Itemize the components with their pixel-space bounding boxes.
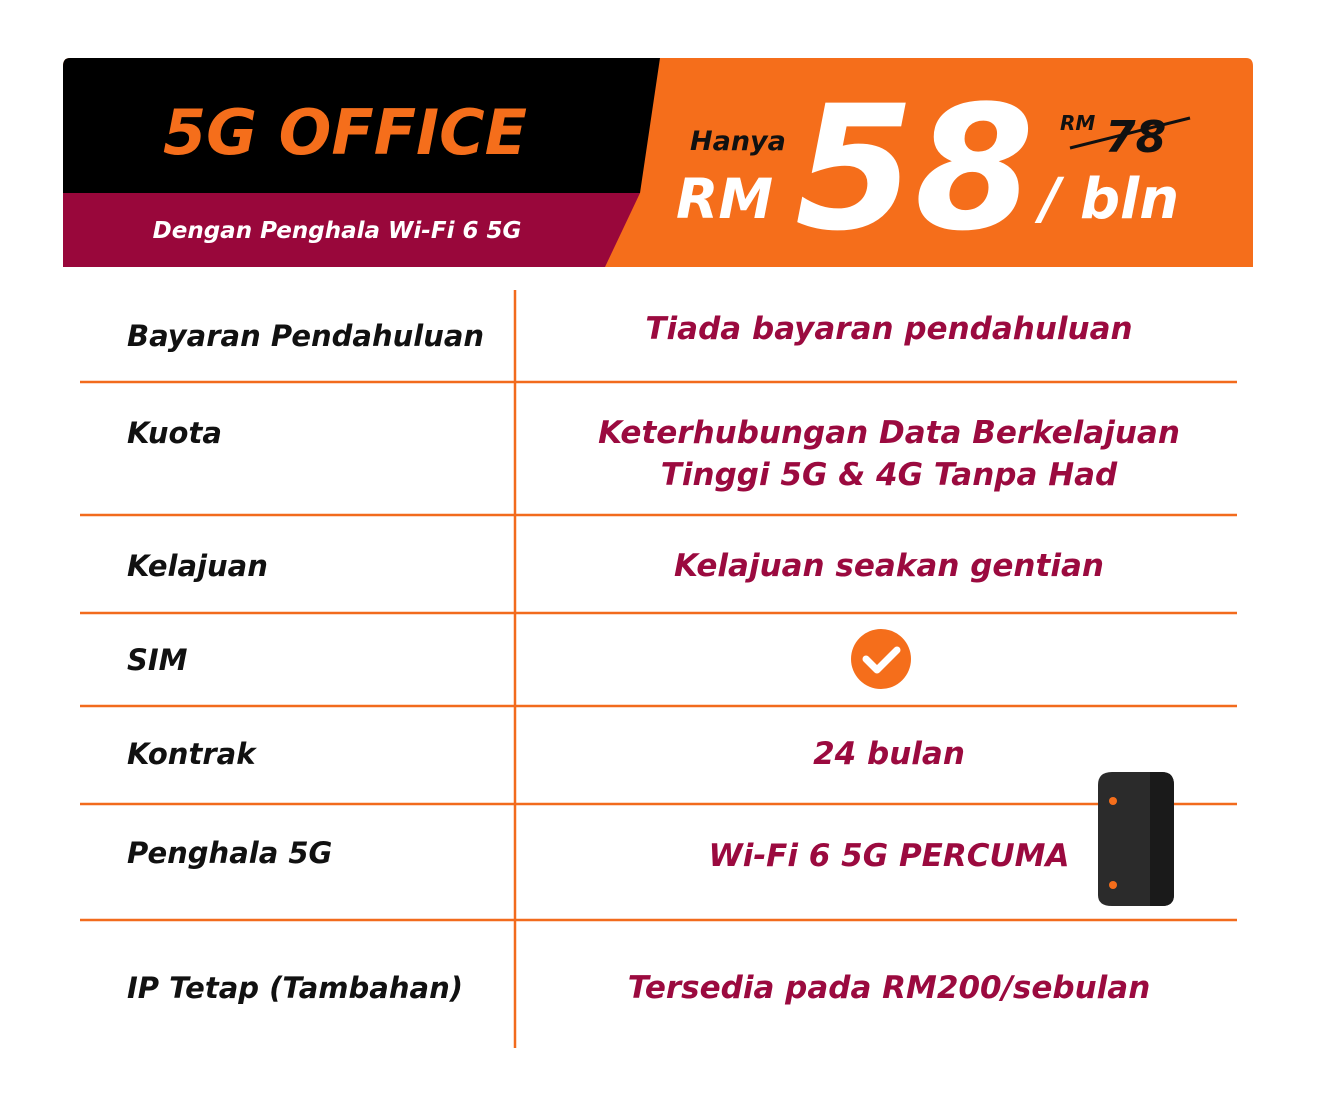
header-black	[63, 58, 660, 193]
subtitle: Dengan Penghala Wi-Fi 6 5G	[153, 218, 522, 244]
router-image	[1098, 772, 1174, 906]
row-value: Tersedia pada RM200/sebulan	[628, 970, 1151, 1006]
row-label: IP Tetap (Tambahan)	[127, 971, 463, 1005]
price-period: / bln	[1034, 167, 1179, 232]
row-label: Penghala 5G	[127, 836, 332, 870]
row-label: Kelajuan	[127, 549, 268, 583]
price-prefix: Hanya	[690, 126, 786, 157]
old-currency: RM	[1060, 111, 1095, 135]
strike	[1069, 116, 1191, 150]
table: Bayaran Pendahuluan Tiada bayaran pendah…	[80, 290, 1237, 1048]
row-label: Kontrak	[127, 737, 257, 771]
row-label: Bayaran Pendahuluan	[127, 319, 484, 353]
row-value: 24 bulan	[813, 736, 965, 772]
header: 5G OFFICE Dengan Penghala Wi-Fi 6 5G Han…	[63, 58, 1253, 269]
check-icon	[851, 629, 911, 689]
row-value: Tinggi 5G & 4G Tanpa Had	[661, 457, 1118, 493]
row-label: Kuota	[127, 416, 222, 450]
row-value: Tiada bayaran pendahuluan	[645, 311, 1132, 347]
row-value: Kelajuan seakan gentian	[674, 548, 1104, 584]
header-red	[63, 193, 640, 267]
price-amount: 58	[795, 68, 1034, 269]
row-label: SIM	[127, 643, 188, 677]
title: 5G OFFICE	[163, 96, 527, 169]
row-value: Keterhubungan Data Berkelajuan	[598, 415, 1180, 451]
price-currency: RM	[676, 167, 773, 231]
row-value: Wi-Fi 6 5G PERCUMA	[709, 838, 1070, 874]
